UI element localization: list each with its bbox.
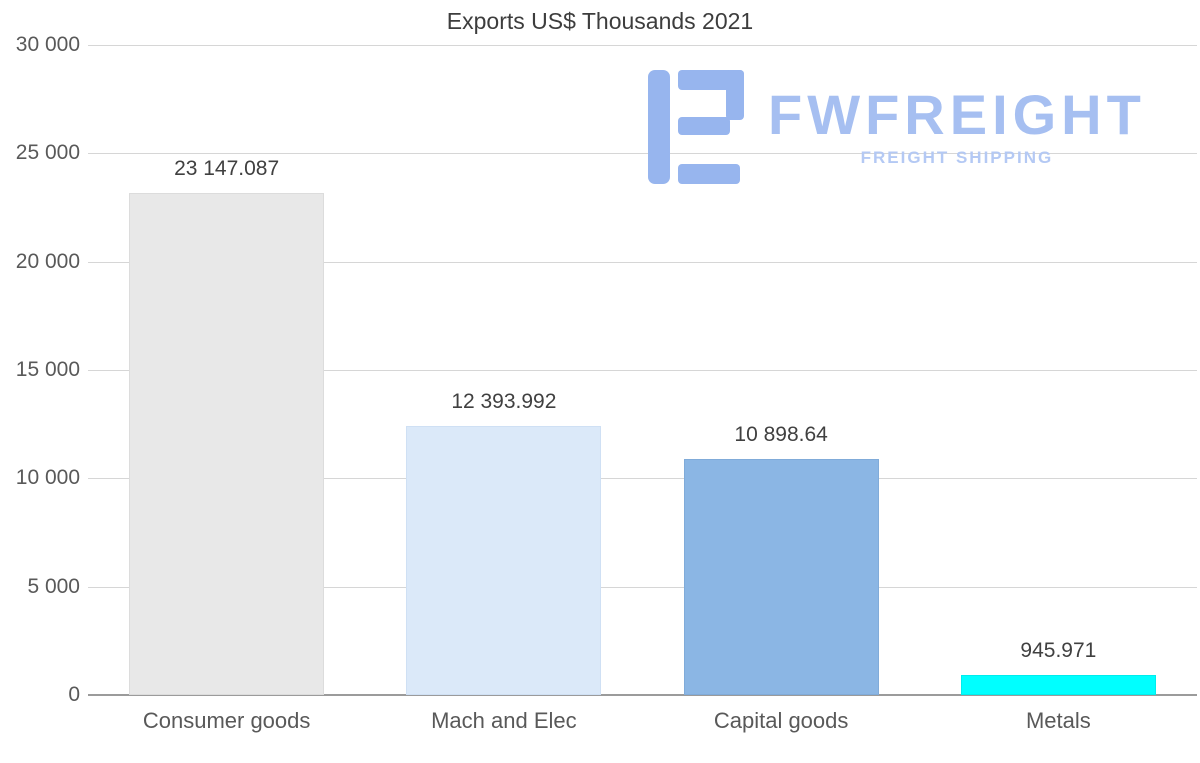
bar-consumer-goods (129, 193, 325, 695)
brand-logo-icon (648, 70, 744, 184)
brand-watermark: FWFREIGHT FREIGHT SHIPPING (648, 70, 1146, 184)
brand-text-block: FWFREIGHT FREIGHT SHIPPING (768, 85, 1146, 169)
gridline (88, 478, 1197, 480)
y-tick-label: 15 000 (15, 358, 80, 381)
x-axis-line (88, 694, 1197, 696)
bar-value-label: 12 393.992 (451, 390, 557, 414)
y-tick-label: 0 (68, 683, 80, 706)
x-tick-label: Consumer goods (142, 708, 311, 733)
bar-value-label: 23 147.087 (174, 157, 280, 181)
brand-name: FWFREIGHT (768, 83, 1146, 146)
gridline (88, 45, 1197, 46)
chart-title: Exports US$ Thousands 2021 (446, 8, 754, 34)
bar-value-label: 945.971 (1020, 638, 1097, 662)
gridline (88, 370, 1197, 371)
y-tick-label: 30 000 (15, 33, 80, 56)
y-tick-label: 10 000 (15, 466, 80, 490)
gridline (88, 153, 1197, 155)
y-tick-label: 20 000 (15, 249, 80, 273)
bar-capital-goods (683, 458, 879, 695)
x-tick-label: Mach and Elec (431, 708, 577, 733)
bar-mach-and-elec (406, 426, 602, 695)
y-tick-label: 5 000 (27, 574, 80, 598)
gridline (88, 586, 1197, 588)
brand-tagline: FREIGHT SHIPPING (860, 148, 1054, 167)
bar-metals (960, 674, 1156, 695)
y-tick-label: 25 000 (15, 141, 80, 165)
gridline (88, 261, 1197, 263)
x-tick-label: Capital goods (713, 708, 849, 733)
bar-value-label: 10 898.64 (734, 422, 828, 446)
x-tick-label: Metals (1025, 708, 1091, 733)
